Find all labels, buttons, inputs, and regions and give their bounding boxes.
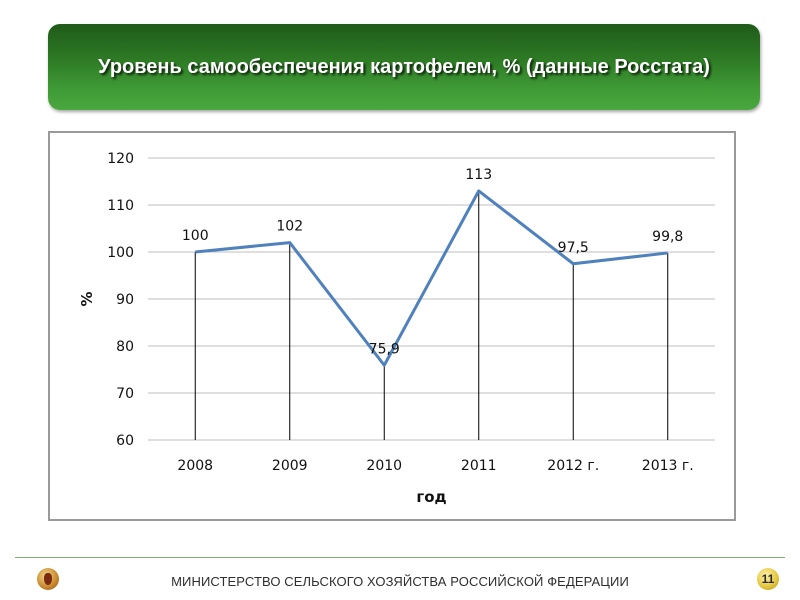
y-tick-label: 60 — [116, 433, 134, 449]
x-category-label: 2011 — [461, 458, 497, 474]
series-line — [195, 189, 668, 367]
y-tick-label: 80 — [116, 339, 134, 355]
data-label: 75,9 — [369, 341, 400, 357]
ministry-emblem-icon — [37, 568, 59, 590]
y-tick-label: 70 — [116, 386, 134, 402]
footer-divider — [15, 557, 785, 558]
data-label: 99,8 — [652, 229, 683, 245]
x-axis-title: год — [416, 488, 446, 506]
page-title: Уровень самообеспечения картофелем, % (д… — [98, 55, 710, 78]
x-category-label: 2013 г. — [642, 458, 694, 474]
data-label: 113 — [465, 167, 492, 183]
y-tick-label: 100 — [107, 245, 134, 261]
potato-self-sufficiency-chart: 60 70 80 90 100 110 120 2008 2009 2010 2011 2012 г.… — [78, 151, 715, 506]
title-banner: Уровень самообеспечения картофелем, % (д… — [48, 24, 760, 110]
y-tick-label: 120 — [107, 151, 134, 167]
x-category-label: 2009 — [272, 458, 308, 474]
y-tick-label: 110 — [107, 198, 134, 214]
y-tick-label: 90 — [116, 292, 134, 308]
footer-ministry-name: МИНИСТЕРСТВО СЕЛЬСКОГО ХОЗЯЙСТВА РОССИЙС… — [171, 574, 629, 589]
x-category-label: 2010 — [366, 458, 402, 474]
page-number-badge: 11 — [757, 568, 779, 590]
data-label: 102 — [276, 219, 303, 235]
chart-frame: 60 70 80 90 100 110 120 2008 2009 2010 2011 2012 г.… — [48, 131, 736, 521]
data-label: 100 — [182, 228, 209, 244]
x-category-label: 2008 — [177, 458, 213, 474]
y-axis-title: % — [78, 291, 96, 306]
data-label: 97,5 — [558, 240, 589, 256]
x-category-label: 2012 г. — [547, 458, 599, 474]
